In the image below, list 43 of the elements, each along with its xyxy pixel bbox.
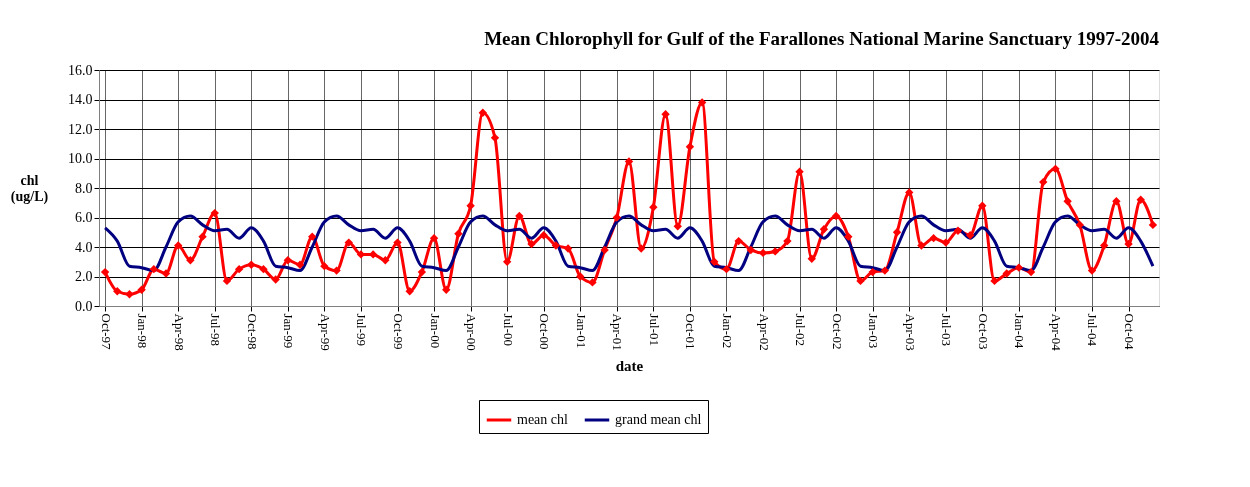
x-tick-label: Jul-02: [793, 313, 809, 346]
x-tick-label: Oct-00: [537, 313, 553, 350]
legend-label: grand mean chl: [615, 412, 702, 427]
x-tick-label: Apr-04: [1048, 313, 1064, 352]
y-tick-label: 10.0: [68, 151, 93, 166]
y-tick-label: 16.0: [68, 62, 93, 78]
y-tick-label: 0.0: [75, 298, 93, 314]
x-tick-label: Jan-03: [866, 313, 882, 349]
x-tick-label: Apr-99: [317, 313, 333, 351]
x-axis-title: date: [615, 357, 644, 374]
x-tick-label: Apr-98: [171, 313, 187, 351]
x-tick-label: Jan-01: [573, 313, 589, 349]
y-tick-label: 8.0: [75, 180, 93, 196]
x-tick-label: Jul-03: [939, 313, 955, 346]
y-tick-label: 12.0: [68, 121, 93, 137]
x-tick-label: Apr-03: [902, 313, 918, 351]
x-tick-label: Apr-02: [756, 313, 772, 351]
x-tick-label: Oct-01: [683, 313, 699, 350]
x-tick-label: Oct-03: [975, 313, 991, 350]
x-tick-label: Oct-97: [98, 313, 114, 351]
x-tick-label: Jul-04: [1085, 313, 1101, 347]
y-tick-label: 2.0: [75, 269, 93, 284]
x-tick-label: Jan-02: [719, 313, 735, 349]
x-tick-label: Jan-99: [281, 313, 297, 349]
y-tick-label: 14.0: [68, 92, 93, 107]
x-tick-label: Apr-00: [464, 313, 480, 351]
x-tick-label: Jul-99: [354, 313, 370, 346]
x-tick-label: Oct-04: [1122, 313, 1138, 351]
x-tick-label: Jan-04: [1012, 313, 1028, 349]
y-axis-title: chl (ug/L): [10, 172, 49, 205]
x-tick-label: Jul-00: [500, 313, 516, 346]
x-tick-label: Oct-99: [391, 313, 407, 350]
x-tick-label: Oct-98: [244, 313, 260, 350]
y-tick-label: 4.0: [75, 239, 93, 255]
x-tick-label: Oct-02: [829, 313, 845, 350]
x-tick-label: Jul-01: [646, 313, 662, 346]
x-tick-label: Jul-98: [208, 313, 224, 346]
chart-title: Mean Chlorophyll for Gulf of the Farallones National Marine Sanctuary 1997-2004: [484, 28, 1160, 49]
x-tick-label: Apr-01: [610, 313, 626, 351]
x-tick-label: Jan-98: [135, 313, 151, 349]
x-tick-label: Jan-00: [427, 313, 443, 349]
legend-label: mean chl: [517, 412, 569, 427]
y-tick-label: 6.0: [75, 210, 93, 225]
